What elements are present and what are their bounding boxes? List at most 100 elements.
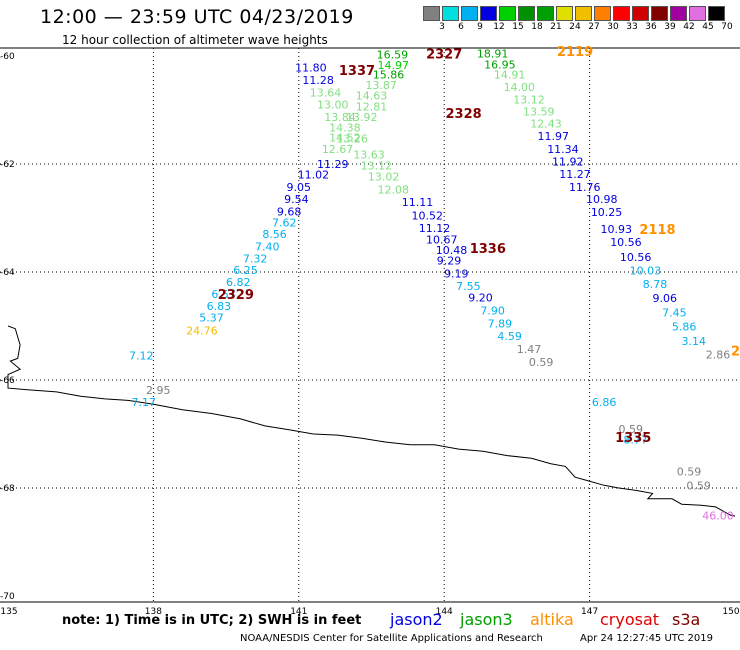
lon-tick-label: 150	[722, 607, 739, 617]
lon-tick-label: 135	[0, 607, 17, 617]
swh-value: 14.38	[329, 122, 361, 135]
swh-value: 8.78	[643, 278, 668, 291]
lon-tick-label: 138	[145, 607, 162, 617]
swh-value: 7.62	[272, 217, 297, 230]
colorbar-label: 21	[550, 22, 562, 32]
swh-value: 1.47	[517, 343, 542, 356]
lat-tick-label: -62	[0, 160, 15, 170]
swh-value: 11.28	[302, 74, 334, 87]
swh-value: 9.29	[437, 254, 462, 267]
colorbar-swatch	[613, 6, 630, 21]
track-id-label: 1335	[615, 431, 651, 446]
swh-value: 14.91	[494, 69, 526, 82]
swh-value: 7.90	[480, 305, 505, 318]
swh-value: 11.76	[569, 181, 601, 194]
swh-value: 13.12	[361, 159, 393, 172]
swh-value: 11.12	[419, 222, 451, 235]
swh-value: 14.63	[356, 90, 388, 103]
colorbar-swatch	[632, 6, 649, 21]
legend-item-s3a: s3a	[672, 610, 701, 629]
swh-value: 9.20	[468, 292, 493, 305]
swh-value: 5.86	[672, 320, 697, 333]
legend-item-altika: altika	[530, 610, 574, 629]
swh-value: 14.97	[378, 59, 410, 72]
colorbar-label: 27	[588, 22, 600, 32]
swh-value: 12.81	[356, 101, 388, 114]
swh-value: 0.59	[529, 356, 554, 369]
swh-value: 9.68	[277, 205, 302, 218]
swh-value: 13.59	[523, 105, 555, 118]
colorbar-swatch	[651, 6, 668, 21]
colorbar-swatch	[689, 6, 706, 21]
swh-value: 6.57	[211, 288, 236, 301]
swh-value: 13.87	[365, 79, 397, 92]
swh-value: 14.00	[504, 81, 536, 94]
swh-value: 7.17	[131, 396, 156, 409]
swh-value: 0.59	[677, 466, 702, 479]
colorbar-swatch	[594, 6, 611, 21]
lon-tick-label: 144	[436, 607, 453, 617]
lat-tick-label: -66	[0, 376, 15, 386]
swh-value: 10.98	[586, 193, 618, 206]
swh-value: 14.52	[329, 131, 361, 144]
swh-value: 10.52	[411, 210, 443, 223]
swh-value: 7.32	[243, 252, 268, 265]
swh-value: 0.59	[619, 423, 644, 436]
coastline-path	[7, 325, 736, 517]
swh-value: 7.40	[255, 240, 280, 253]
swh-value: 10.48	[436, 244, 468, 257]
lon-tick-label: 141	[290, 607, 307, 617]
track-id-label: 2	[731, 345, 740, 360]
colorbar-label: 6	[458, 22, 464, 32]
lat-tick-label: -64	[0, 268, 15, 278]
swh-value: 11.92	[552, 156, 584, 169]
track-id-label: 1337	[339, 64, 375, 79]
track-id-label: 2328	[445, 107, 481, 122]
swh-value: 9.54	[284, 193, 309, 206]
colorbar-swatch	[480, 6, 497, 21]
swh-value: 7.12	[129, 349, 154, 362]
swh-value: 11.02	[298, 169, 330, 182]
track-id-label: 2119	[557, 45, 593, 60]
swh-value: 15.86	[373, 69, 405, 82]
swh-value: 13.26	[336, 132, 368, 145]
swh-value: 7.45	[662, 306, 687, 319]
swh-value: 11.34	[547, 143, 579, 156]
swh-value: 6.83	[207, 300, 232, 313]
swh-value: 10.56	[610, 236, 642, 249]
swh-value: 10.03	[630, 265, 662, 278]
swh-value: 10.93	[601, 223, 633, 236]
swh-value: 16.59	[377, 49, 409, 62]
track-id-label: 2118	[639, 223, 675, 238]
track-id-label: 1336	[470, 242, 506, 257]
colorbar-label: 12	[493, 22, 505, 32]
coastline	[7, 325, 736, 517]
colorbar-swatch	[442, 6, 459, 21]
colorbar-label: 15	[512, 22, 524, 32]
swh-value: 6.25	[233, 264, 258, 277]
swh-value: 13.02	[368, 171, 400, 184]
swh-value: 3.14	[682, 335, 707, 348]
legend-item-jason3: jason3	[460, 610, 513, 629]
swh-value: 13.63	[353, 149, 385, 162]
swh-value: 7.89	[488, 318, 513, 331]
lat-tick-label: -70	[0, 592, 15, 602]
colorbar-swatch	[708, 6, 725, 21]
colorbar-swatch	[499, 6, 516, 21]
colorbar-swatch	[537, 6, 554, 21]
swh-value: 12.08	[378, 184, 410, 197]
swh-value: 9.06	[652, 292, 677, 305]
swh-value: 13.92	[346, 111, 378, 124]
swh-value: 11.27	[559, 168, 591, 181]
legend-item-jason2: jason2	[390, 610, 443, 629]
colorbar-label: 30	[607, 22, 619, 32]
graticule	[0, 48, 740, 602]
colorbar-label: 24	[569, 22, 581, 32]
colorbar-label: 42	[683, 22, 695, 32]
swh-value: 11.80	[295, 62, 327, 75]
swh-value: 0.59	[686, 480, 711, 493]
swh-value: 5.37	[199, 312, 224, 325]
swh-value: 8.56	[262, 228, 287, 241]
